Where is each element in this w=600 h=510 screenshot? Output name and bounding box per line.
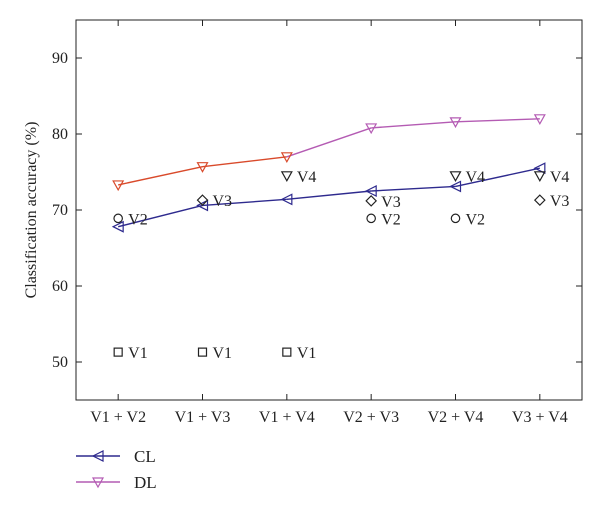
x-tick-label: V1 + V2 [90, 409, 146, 426]
annotation-marker [365, 195, 378, 207]
legend-label: CL [134, 447, 156, 466]
annotation-label: V3 [213, 193, 233, 210]
x-tick-label: V1 + V4 [259, 409, 315, 426]
data-point [280, 152, 293, 164]
annotation-marker [196, 194, 209, 206]
x-tick-label: V1 + V3 [175, 409, 231, 426]
data-point [280, 193, 293, 206]
annotation-label: V3 [550, 193, 570, 210]
series-line-segment [202, 156, 287, 168]
data-point [111, 220, 124, 233]
annotation-label: V1 [297, 345, 317, 362]
annotation-marker [450, 213, 461, 224]
data-point [364, 185, 377, 197]
series-line-segment [455, 167, 540, 188]
annotation-label: V2 [381, 211, 401, 228]
data-point [533, 162, 546, 175]
annotation-label: V2 [466, 211, 486, 228]
annotation-label: V4 [550, 169, 570, 186]
annotation-label: V1 [213, 345, 233, 362]
plot-frame-group [75, 19, 583, 401]
y-tick-label: 60 [52, 278, 68, 295]
annotation-label: V2 [128, 211, 148, 228]
annotation-marker [533, 194, 546, 206]
annotation-label: V4 [466, 169, 486, 186]
series-line-segment [371, 121, 456, 129]
data-point [112, 180, 125, 192]
annotation-marker [533, 171, 546, 183]
series-line-segment [286, 127, 372, 158]
series-line-segment [455, 118, 540, 123]
series-group [111, 114, 546, 233]
y-tick-label: 90 [52, 50, 68, 67]
annotation-marker [113, 347, 123, 357]
y-axis-ticks: 50 60 70 80 90 [52, 50, 582, 371]
data-point [196, 199, 209, 212]
annotation-label: V4 [297, 169, 317, 186]
series-line-segment [371, 185, 456, 192]
series-line-segment [286, 190, 372, 201]
data-point [365, 123, 378, 135]
plot-frame [75, 19, 583, 401]
data-point [449, 117, 462, 129]
series-line-segment [202, 198, 287, 207]
annotation-marker [366, 213, 376, 224]
annotation-marker [280, 171, 293, 183]
series-dl [112, 114, 546, 192]
annotation-marker [449, 171, 462, 183]
y-axis-label: Classification accuracy (%) [23, 122, 40, 299]
y-tick-label: 80 [52, 126, 68, 143]
annotation-marker [197, 347, 208, 357]
x-axis-ticks: V1 + V2 V1 + V3 V1 + V4 V2 + V3 V2 + V4 V3 + … [90, 20, 568, 426]
legend: CL DL [76, 447, 157, 492]
annotation-label: V1 [128, 345, 148, 362]
legend-marker [91, 477, 105, 489]
data-point [196, 162, 209, 173]
x-tick-label: V2 + V3 [343, 409, 399, 426]
x-tick-label: V3 + V4 [512, 409, 568, 426]
data-point [533, 114, 546, 126]
annotation-marker [282, 347, 292, 357]
series-line-segment [118, 165, 203, 186]
data-point [449, 180, 462, 193]
annotation-marker [113, 213, 123, 224]
annotation-label: V3 [381, 194, 401, 211]
y-tick-label: 70 [52, 202, 68, 219]
series-line-segment [117, 204, 203, 228]
legend-label: DL [134, 473, 157, 492]
legend-marker [91, 450, 104, 462]
y-tick-label: 50 [52, 354, 68, 371]
series-cl [111, 162, 546, 233]
x-tick-label: V2 + V4 [428, 409, 484, 426]
